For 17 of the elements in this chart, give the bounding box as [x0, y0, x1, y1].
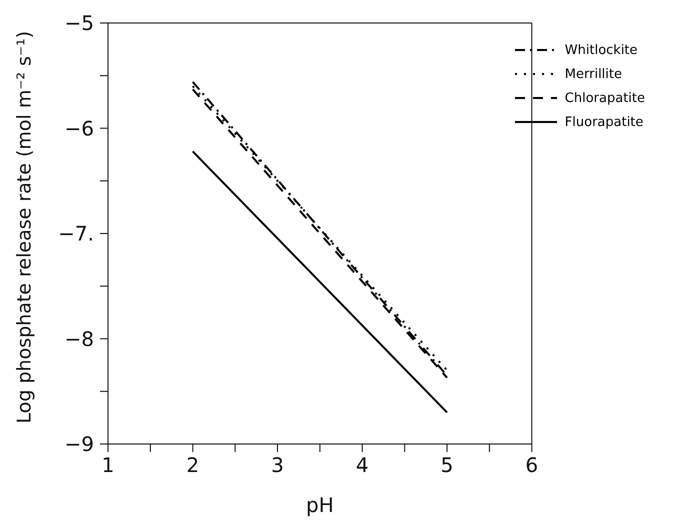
legend-label: Merrillite [564, 66, 622, 82]
x-tick-label: 3 [271, 453, 284, 477]
x-axis-title: pH [306, 493, 334, 517]
legend-label: Chlorapatite [564, 90, 645, 106]
x-tick-label: 1 [102, 453, 114, 477]
legend-label: Whitlockite [564, 42, 638, 58]
y-tick-label: −8 [64, 326, 94, 351]
x-tick-label: 2 [186, 453, 200, 477]
y-tick-label: −6 [64, 116, 94, 140]
legend-label: Fluorapatite [564, 114, 644, 130]
y-tick-label: −9 [64, 432, 94, 456]
x-tick-label: 4 [356, 453, 369, 477]
y-axis-title: Log phosphate release rate (mol m⁻² s⁻¹) [14, 31, 36, 424]
y-tick-label: −5 [64, 11, 94, 35]
x-tick-label: 6 [525, 453, 538, 477]
x-tick-label: 5 [440, 453, 454, 477]
y-tick-label: −7. [58, 222, 94, 246]
